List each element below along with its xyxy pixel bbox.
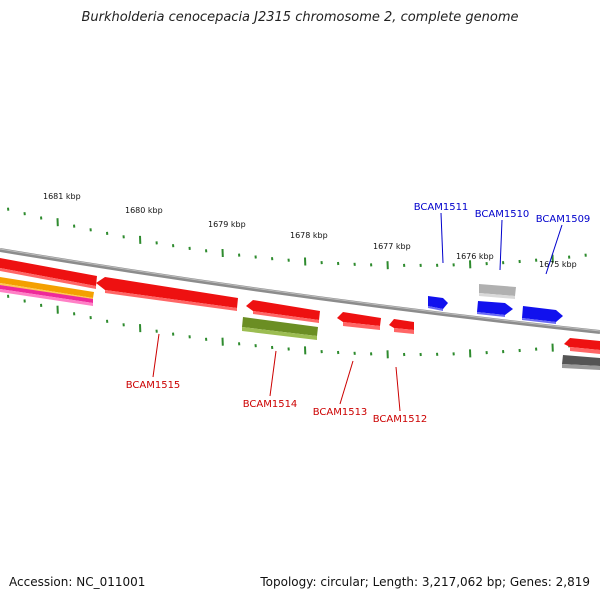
gene-bcam1513[interactable] [337,312,381,330]
label-bcam1512[interactable]: BCAM1512 [373,366,428,425]
topology-text: Topology: circular; Length: 3,217,062 bp… [260,575,590,589]
outer-tick-ring [7,207,587,270]
gene-bcam1515[interactable] [96,277,238,311]
gene-label-text: BCAM1511 [414,202,469,213]
gene-label-text: BCAM1509 [536,214,591,225]
kbp-label-1676: 1676 kbp [456,252,494,261]
gene-bcam1514[interactable] [242,300,320,340]
kbp-label-1681: 1681 kbp [43,192,81,201]
inner-tick-ring [7,294,587,359]
map-title: Burkholderia cenocepacia J2315 chromosom… [81,10,519,25]
label-bcam1513[interactable]: BCAM1513 [313,360,368,418]
gene-label-text: BCAM1514 [243,399,298,410]
gene-label-text: BCAM1512 [373,414,428,425]
label-bcam1511[interactable]: BCAM1511 [414,202,469,264]
label-bcam1509[interactable]: BCAM1509 [536,214,591,275]
kbp-label-1678: 1678 kbp [290,231,328,240]
kbp-label-1675: 1675 kbp [539,260,577,269]
backbone-highlight [0,248,600,332]
gene-label-text: BCAM1510 [475,209,530,220]
gene-bcam1509[interactable] [522,306,563,324]
accession-text: Accession: NC_011001 [9,575,146,589]
gene-left-edge-red[interactable] [0,258,97,289]
gene-right-edge-red[interactable] [564,338,600,354]
gene-bcam1512[interactable] [389,319,414,334]
gene-bcam1511[interactable] [428,296,448,311]
kbp-label-1677: 1677 kbp [373,242,411,251]
label-bcam1515[interactable]: BCAM1515 [126,333,181,391]
gene-right-edge-dark[interactable] [562,355,600,370]
gene-bcam1510[interactable] [477,284,516,317]
backbone-line [0,248,600,334]
label-bcam1510[interactable]: BCAM1510 [475,209,530,271]
gene-label-text: BCAM1513 [313,407,368,418]
label-bcam1514[interactable]: BCAM1514 [243,350,298,410]
gene-label-text: BCAM1515 [126,380,181,391]
kbp-label-1679: 1679 kbp [208,220,246,229]
kbp-label-1680: 1680 kbp [125,206,163,215]
gene-left-edge-pink[interactable] [0,285,93,306]
